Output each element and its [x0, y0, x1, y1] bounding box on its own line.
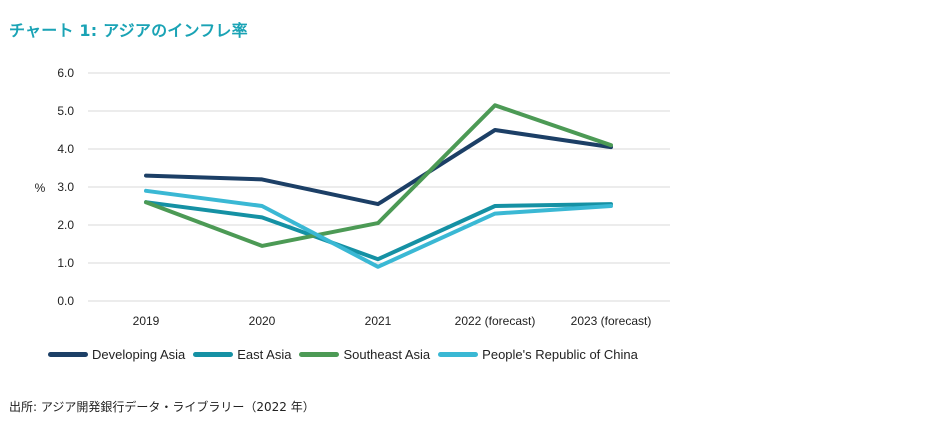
x-tick-label: 2020	[249, 314, 276, 328]
y-tick-label: 6.0	[57, 66, 74, 80]
y-tick-label: 5.0	[57, 104, 74, 118]
y-tick-label: 3.0	[57, 180, 74, 194]
legend-swatch	[438, 352, 479, 357]
y-tick-label: 0.0	[57, 294, 74, 308]
source-note: 出所: アジア開発銀行データ・ライブラリー（2022 年）	[9, 400, 315, 414]
legend-swatch	[299, 352, 340, 357]
legend-label: People's Republic of China	[482, 347, 638, 362]
series-line-developing-asia	[144, 128, 613, 207]
legend-item: Developing Asia	[48, 347, 185, 362]
y-tick-label: 2.0	[57, 218, 74, 232]
legend-label: East Asia	[237, 347, 292, 362]
series-line-east-asia	[144, 200, 613, 262]
legend-label: Southeast Asia	[343, 347, 431, 362]
y-tick-label: 1.0	[57, 256, 74, 270]
y-axis-ticks: 0.0 1.0 2.0 3.0 4.0 5.0 6.0	[57, 66, 74, 308]
y-tick-label: 4.0	[57, 142, 74, 156]
chart-title: チャート 1: アジアのインフレ率	[9, 21, 248, 40]
series-line-southeast-asia	[144, 103, 613, 248]
legend-item: East Asia	[193, 347, 291, 362]
legend-label: Developing Asia	[92, 347, 186, 362]
legend-swatch	[193, 352, 234, 357]
gridlines	[88, 72, 670, 302]
x-tick-label: 2023 (forecast)	[571, 314, 652, 328]
x-tick-label: 2022 (forecast)	[455, 314, 536, 328]
legend-swatch	[48, 352, 88, 357]
legend: Developing Asia East Asia Southeast Asia Pe…	[48, 347, 646, 362]
x-axis-ticks: 2019 2020 2021 2022 (forecast) 2023 (forecas…	[133, 314, 652, 328]
x-tick-label: 2019	[133, 314, 160, 328]
x-tick-label: 2021	[365, 314, 392, 328]
series-line-people-s-republic-of-china	[144, 188, 613, 269]
y-axis-label: %	[35, 181, 46, 195]
series-lines	[144, 103, 613, 269]
legend-item: People's Republic of China	[438, 347, 638, 362]
legend-item: Southeast Asia	[299, 347, 430, 362]
